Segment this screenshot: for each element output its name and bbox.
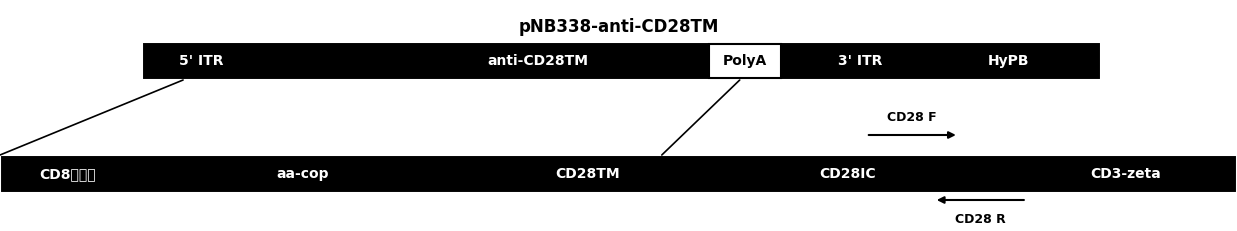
Text: CD28 R: CD28 R xyxy=(955,213,1006,226)
Text: HyPB: HyPB xyxy=(987,54,1029,68)
Text: CD28TM: CD28TM xyxy=(555,167,620,181)
Bar xyxy=(709,44,781,78)
Text: 5' ITR: 5' ITR xyxy=(179,54,224,68)
Text: CD28 F: CD28 F xyxy=(887,111,938,124)
Bar xyxy=(142,42,1101,80)
Text: CD3-zeta: CD3-zeta xyxy=(1090,167,1162,181)
Text: aa-cop: aa-cop xyxy=(277,167,329,181)
Bar xyxy=(0,155,1237,193)
Text: PolyA: PolyA xyxy=(722,54,767,68)
Text: pNB338-anti-CD28TM: pNB338-anti-CD28TM xyxy=(518,18,719,36)
Text: 3' ITR: 3' ITR xyxy=(837,54,882,68)
Text: CD8信号辽: CD8信号辽 xyxy=(40,167,96,181)
Text: anti-CD28TM: anti-CD28TM xyxy=(487,54,589,68)
Text: CD28IC: CD28IC xyxy=(819,167,876,181)
